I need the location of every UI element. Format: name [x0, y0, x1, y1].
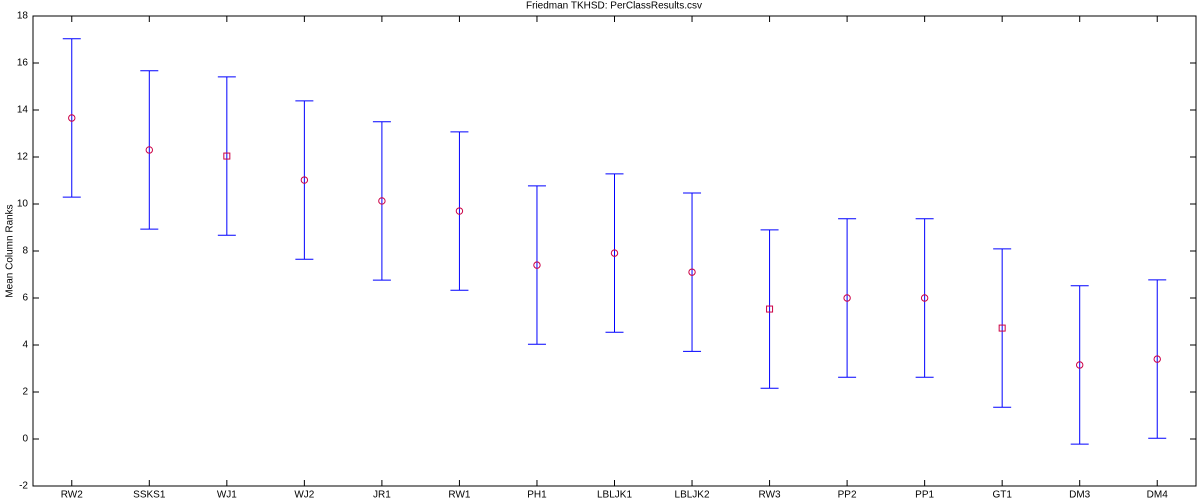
x-tick-label: DM3 — [1069, 490, 1091, 500]
y-tick-label: 14 — [17, 105, 29, 116]
y-tick-label: 4 — [22, 340, 28, 351]
error-bar — [140, 70, 159, 230]
x-tick-label: WJ2 — [294, 490, 314, 500]
error-bar — [915, 218, 934, 378]
marker — [1076, 361, 1084, 369]
marker — [998, 324, 1006, 332]
x-tick-label: DM4 — [1147, 490, 1169, 500]
x-tick-label: GT1 — [992, 490, 1012, 500]
marker — [920, 294, 929, 302]
marker — [766, 305, 774, 313]
error-bar — [838, 218, 857, 378]
marker — [378, 197, 386, 205]
x-tick-label: PH1 — [527, 490, 547, 500]
y-tick-label: 18 — [17, 11, 29, 22]
y-tick-label: 10 — [17, 199, 29, 210]
error-bar — [993, 248, 1012, 408]
marker — [455, 207, 464, 215]
y-tick-label: 2 — [22, 387, 28, 398]
y-axis-label: Mean Column Ranks — [5, 204, 16, 297]
x-tick-label: SSKS1 — [133, 490, 166, 500]
y-tick-label: -2 — [19, 481, 28, 492]
x-tick-label: PP1 — [915, 490, 934, 500]
x-tick-label: WJ1 — [217, 490, 237, 500]
error-bar — [605, 173, 624, 333]
chart-title: Friedman TKHSD: PerClassResults.csv — [526, 1, 702, 12]
error-bar — [683, 192, 702, 352]
error-bar — [1070, 285, 1089, 445]
y-tick-label: 0 — [22, 434, 28, 445]
y-tick-label: 16 — [17, 58, 29, 69]
marker — [68, 114, 76, 122]
error-bar — [217, 76, 236, 236]
marker — [300, 176, 309, 184]
marker — [1153, 355, 1161, 363]
error-bar — [527, 185, 546, 345]
error-bar — [760, 229, 779, 389]
x-tick-label: RW2 — [61, 490, 83, 500]
x-tick-label: RW3 — [759, 490, 781, 500]
x-tick-label: PP2 — [838, 490, 857, 500]
error-bar — [1148, 279, 1167, 439]
marker — [223, 152, 231, 160]
error-bar — [295, 100, 314, 260]
x-tick-label: LBLJK2 — [675, 490, 710, 500]
marker — [688, 268, 696, 276]
error-bar — [62, 38, 81, 198]
x-tick-label: LBLJK1 — [597, 490, 632, 500]
error-bar — [372, 121, 391, 281]
marker — [610, 249, 619, 257]
y-tick-label: 12 — [17, 152, 29, 163]
marker — [145, 146, 154, 154]
error-bar — [450, 131, 469, 291]
y-tick-label: 8 — [22, 246, 28, 257]
x-tick-label: JR1 — [373, 490, 391, 500]
marker — [843, 294, 851, 302]
x-tick-label: RW1 — [448, 490, 470, 500]
marker — [533, 261, 541, 269]
y-tick-label: 6 — [22, 293, 28, 304]
